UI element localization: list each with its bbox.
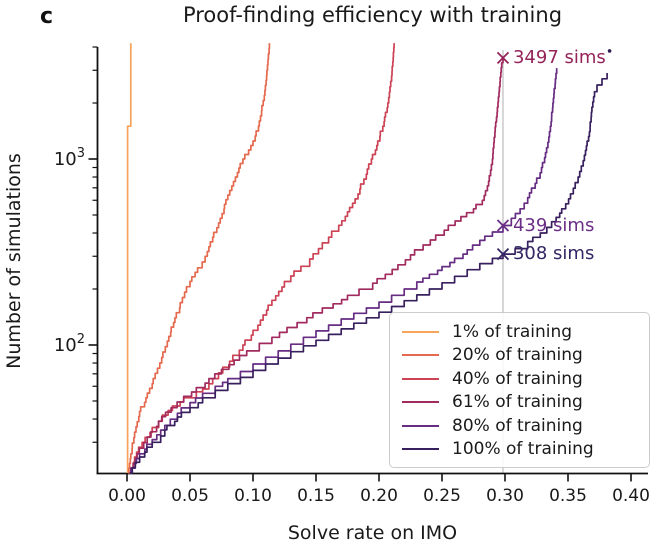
legend-line-swatch [402,424,439,427]
legend-item-20pct: 20% of training [402,344,649,367]
annotation-308-sims: 308 sims [512,242,595,264]
x-tick-label: 0.40 [612,486,650,506]
legend-line-swatch [402,377,439,380]
panel-label: c [40,4,54,29]
curve-100pct [129,73,608,474]
legend-label: 20% of training [452,345,583,366]
x-marker [496,51,510,65]
annotation-439-sims: 439 sims [512,214,595,236]
legend-line-swatch [402,401,439,404]
curve-1pct [126,43,132,473]
legend-item-100pct: 100% of training [402,438,649,461]
curve-20pct [128,43,271,474]
legend-line-swatch [402,448,439,451]
x-marker [496,247,510,261]
legend: 1% of training 20% of training 40% of trai… [389,312,650,468]
x-marker [496,219,510,232]
x-tick-label: 0.25 [423,486,461,506]
legend-item-80pct: 80% of training [402,414,649,437]
legend-label: 1% of training [452,321,573,342]
x-tick-label: 0.10 [234,486,272,506]
x-tick-label: 0.15 [297,486,335,506]
legend-label: 100% of training [452,439,594,460]
x-tick-label: 0.35 [549,486,587,506]
legend-item-61pct: 61% of training [402,391,649,414]
y-tick-label: 103 [54,146,85,170]
x-tick-label: 0.30 [486,486,524,506]
curve-80pct [129,68,558,474]
legend-line-swatch [402,354,439,357]
x-tick-label: 0.20 [360,486,398,506]
x-tick-label: 0.00 [108,486,146,506]
legend-label: 40% of training [452,368,583,389]
annotation-3497-sims: 3497 sims [512,46,606,68]
x-axis-label: Solve rate on IMO [287,522,458,544]
detached-dot [607,49,612,53]
legend-line-swatch [402,330,439,333]
legend-label: 61% of training [452,392,583,413]
y-tick-label: 102 [54,332,85,356]
legend-item-1pct: 1% of training [402,320,649,343]
legend-item-40pct: 40% of training [402,367,649,390]
legend-label: 80% of training [452,415,583,436]
curve-61pct [129,57,504,474]
chart-title: Proof-finding efficiency with training [182,3,563,27]
x-tick-label: 0.05 [171,486,209,506]
